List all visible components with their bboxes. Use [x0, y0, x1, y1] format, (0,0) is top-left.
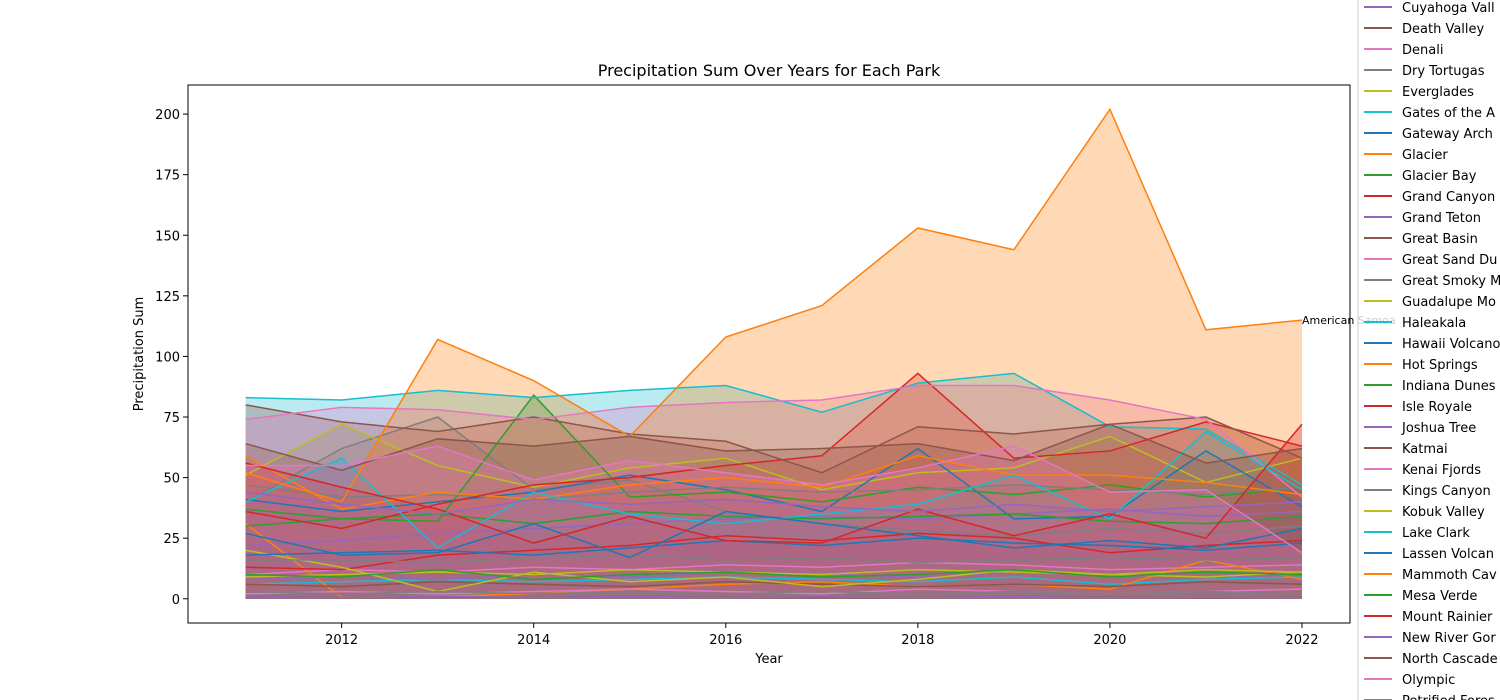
line-mammoth-cav	[245, 107, 1303, 503]
y-axis-ticks: 0 25 50 75 100 125 150 175 200	[155, 108, 188, 608]
legend: Cuyahoga Vall Death Valley Denali Dry Tortu…	[1357, 0, 1500, 700]
legend-label-katmai: Katmai	[1402, 442, 1448, 457]
line-grand-canyon	[245, 532, 1303, 571]
x-tick-label: 2018	[901, 633, 934, 648]
x-axis-ticks: 2012 2014 2016 2018 2020 2022	[325, 623, 1319, 648]
area-mount-rainier	[245, 424, 1302, 599]
legend-label-great-basin: Great Basin	[1402, 232, 1478, 247]
area-mammoth-cav	[245, 109, 1302, 599]
line-lassen-volcan	[245, 510, 1303, 559]
line-hawaii-volcano	[245, 537, 1303, 556]
x-tick-label: 2014	[517, 633, 550, 648]
legend-label-kenai-fjords: Kenai Fjords	[1402, 463, 1481, 478]
legend-label-great-sand-du: Great Sand Du	[1402, 253, 1497, 268]
plot-frame	[187, 84, 1351, 624]
legend-label-north-cascade: North Cascade	[1402, 652, 1498, 667]
area-olympic	[245, 446, 1302, 599]
line-petrified-fores	[245, 590, 1303, 595]
line-denali	[245, 561, 1303, 576]
line-new-river-gor	[245, 491, 1303, 515]
line-mount-rainier	[245, 423, 1303, 544]
legend-label-indiana-dunes: Indiana Dunes	[1402, 379, 1496, 394]
legend-label-death-valley: Death Valley	[1402, 22, 1485, 37]
legend-label-lake-clark: Lake Clark	[1402, 526, 1470, 541]
legend-label-mammoth-cav: Mammoth Cav	[1402, 568, 1497, 583]
legend-label-hawaii-volcano: Hawaii Volcano	[1402, 337, 1500, 352]
y-tick-label: 0	[172, 593, 180, 608]
legend-label-glacier: Glacier	[1402, 148, 1448, 163]
x-tick-label: 2020	[1093, 633, 1126, 648]
y-tick-label: 125	[155, 290, 180, 305]
line-katmai	[245, 404, 1303, 474]
legend-label-hot-springs: Hot Springs	[1402, 358, 1478, 373]
y-tick-label: 25	[163, 532, 180, 547]
line-everglades	[245, 423, 1303, 491]
legend-label-gates-of-the-a: Gates of the A	[1402, 106, 1495, 121]
series-lines	[245, 107, 1303, 599]
legend-label-kings-canyon: Kings Canyon	[1402, 484, 1491, 499]
legend-label-grand-teton: Grand Teton	[1402, 211, 1481, 226]
chart-title: Precipitation Sum Over Years for Each Pa…	[598, 61, 941, 80]
line-gates-of-the-a	[245, 576, 1303, 585]
legend-label-cuyahoga-vall: Cuyahoga Vall	[1402, 1, 1495, 16]
legend-label-lassen-volcan: Lassen Volcan	[1402, 547, 1494, 562]
x-axis-label: Year	[754, 652, 783, 667]
legend-label-haleakala: Haleakala	[1402, 316, 1466, 331]
legend-label-joshua-tree: Joshua Tree	[1401, 421, 1476, 436]
line-gateway-arch	[245, 447, 1303, 520]
line-guadalupe-mo	[245, 549, 1303, 593]
line-lake-clark	[245, 430, 1303, 549]
legend-label-isle-royale: Isle Royale	[1402, 400, 1472, 415]
line-great-basin	[245, 581, 1303, 588]
line-kobuk-valley	[245, 568, 1303, 578]
area-everglades	[245, 424, 1302, 599]
legend-label-kobuk-valley: Kobuk Valley	[1402, 505, 1485, 520]
area-katmai	[245, 404, 1302, 599]
y-tick-label: 150	[155, 229, 180, 244]
legend-label-grand-canyon: Grand Canyon	[1402, 190, 1495, 205]
legend-label-guadalupe-mo: Guadalupe Mo	[1402, 295, 1496, 310]
line-joshua-tree	[245, 595, 1302, 599]
line-mesa-verde	[245, 568, 1303, 581]
legend-box	[1357, 0, 1500, 700]
legend-label-denali: Denali	[1402, 43, 1443, 58]
legend-label-new-river-gor: New River Gor	[1402, 631, 1496, 646]
line-kings-canyon	[245, 554, 1303, 564]
line-glacier-bay	[245, 394, 1303, 527]
y-axis-label: Precipitation Sum	[132, 297, 147, 412]
line-haleakala	[245, 372, 1303, 486]
legend-label-olympic: Olympic	[1402, 673, 1455, 688]
area-gateway-arch	[245, 448, 1302, 599]
legend-label-dry-tortugas: Dry Tortugas	[1402, 64, 1485, 79]
legend-label-mount-rainier: Mount Rainier	[1402, 610, 1493, 625]
area-lake-clark	[245, 431, 1302, 599]
y-tick-label: 75	[163, 411, 180, 426]
x-tick-label: 2016	[709, 633, 742, 648]
line-kenai-fjords	[245, 384, 1303, 498]
y-tick-label: 200	[155, 108, 180, 123]
area-north-cascade	[245, 424, 1302, 599]
line-isle-royale	[245, 372, 1303, 530]
area-guadalupe-mo	[245, 550, 1302, 599]
line-hot-springs	[245, 455, 1303, 510]
y-tick-label: 50	[163, 472, 180, 487]
line-olympic	[245, 445, 1303, 554]
legend-label-great-smoky-m: Great Smoky M	[1402, 274, 1500, 289]
legend-label-petrified-fores: Petrified Fores	[1402, 694, 1495, 700]
x-tick-label: 2012	[325, 633, 358, 648]
line-north-cascade	[245, 423, 1303, 472]
y-tick-label: 100	[155, 350, 180, 365]
legend-label-glacier-bay: Glacier Bay	[1402, 169, 1477, 184]
x-tick-label: 2022	[1285, 633, 1318, 648]
legend-label-mesa-verde: Mesa Verde	[1402, 589, 1477, 604]
legend-label-everglades: Everglades	[1402, 85, 1474, 100]
legend-label-gateway-arch: Gateway Arch	[1402, 127, 1493, 142]
area-fills	[245, 109, 1302, 599]
y-tick-label: 175	[155, 169, 180, 184]
